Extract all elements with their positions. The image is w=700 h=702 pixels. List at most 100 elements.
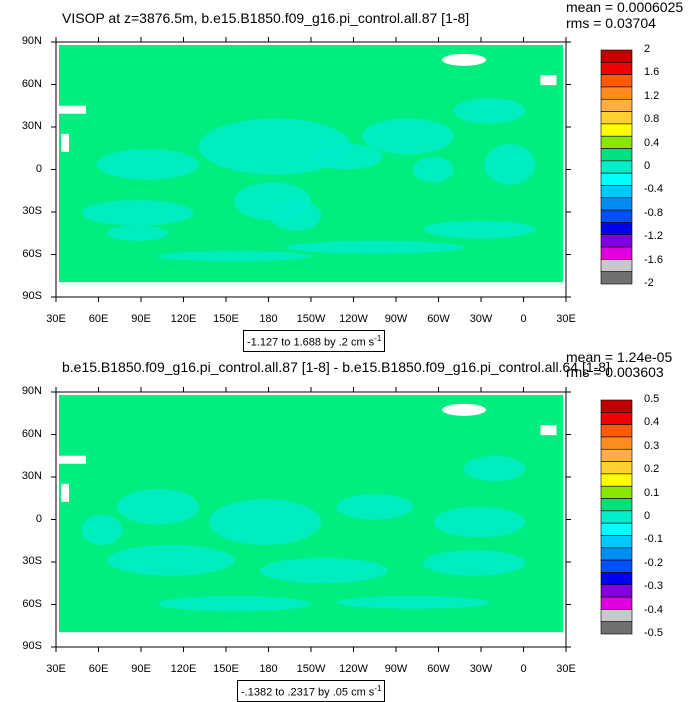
colorbar-label: 0 — [644, 160, 651, 172]
colorbar-label: -0.8 — [644, 206, 663, 219]
lat-label: 60N — [21, 77, 42, 90]
anomaly-patch — [484, 144, 536, 185]
lon-label: 150W — [296, 313, 326, 325]
lon-label: 150E — [213, 663, 239, 675]
lat-label: 90S — [22, 640, 42, 652]
lon-label: 30E — [46, 313, 66, 325]
colorbar-swatch — [600, 135, 633, 149]
lon-label: 60W — [427, 313, 450, 325]
colorbar-label: 1.2 — [644, 89, 660, 102]
lon-label: 120E — [170, 663, 197, 675]
colorbar-swatch — [600, 596, 633, 610]
colorbar-label: -1.2 — [644, 230, 663, 243]
lat-label: 0 — [35, 512, 42, 525]
land-mask-west — [58, 105, 86, 114]
colorbar-label: -0.1 — [644, 533, 663, 546]
colorbar-swatch — [600, 412, 633, 425]
map-plot-top — [51, 37, 633, 302]
contour-range-box: -.1382 to .2317 by .05 cm s-1 — [237, 680, 386, 702]
colorbar-swatch — [600, 609, 633, 622]
rms-value: rms = 0.003603 — [566, 364, 664, 380]
colorbar-swatch — [600, 461, 633, 475]
colorbar-swatch — [600, 172, 633, 186]
colorbar-swatch — [600, 209, 633, 223]
lon-label: 60E — [88, 313, 109, 325]
colorbar-swatch — [600, 74, 633, 88]
map-panel-bottom: b.e15.B1850.f09_g16.pi_control.all.87 [1… — [0, 349, 700, 702]
colorbar-swatch — [600, 222, 633, 236]
land-mask-east — [540, 425, 557, 436]
colorbar-label: -0.4 — [644, 603, 663, 616]
lon-label: 150W — [296, 663, 326, 675]
colorbar-swatch — [600, 98, 633, 112]
lat-label: 0 — [35, 162, 42, 175]
colorbar-label: 0.1 — [644, 486, 660, 499]
colorbar-label: -0.4 — [644, 183, 663, 196]
contour-range-box: -1.127 to 1.688 by .2 cm s-1 — [243, 330, 386, 352]
colorbar-swatch — [600, 49, 633, 63]
land-mask-west — [58, 455, 86, 464]
colorbar-swatch — [600, 436, 633, 450]
contour-range-text: -.1382 to .2317 by .05 cm s — [241, 686, 375, 699]
colorbar-swatch — [600, 522, 633, 536]
mean-value: mean = 0.0006025 — [566, 0, 684, 15]
lon-label: 120W — [339, 663, 368, 675]
lon-label: 30E — [556, 663, 576, 675]
lon-label: 180 — [259, 313, 278, 325]
colorbar-label: 1.6 — [644, 66, 660, 79]
lon-label: 30W — [469, 313, 493, 325]
colorbar-swatch — [600, 399, 633, 413]
anomaly-patch — [209, 499, 322, 545]
anomaly-patch — [423, 220, 536, 239]
lon-label: 30E — [556, 313, 576, 325]
lon-label: 0 — [520, 313, 527, 325]
colorbar-swatch — [600, 424, 633, 438]
unit-exponent: -1 — [374, 684, 382, 693]
anomaly-patch — [107, 545, 235, 576]
anomaly-patch — [453, 98, 526, 124]
mean-value: mean = 1.24e-05 — [566, 349, 673, 365]
colorbar-label: -0.2 — [644, 556, 663, 569]
land-mask-west-2 — [61, 133, 69, 152]
lat-label: 30N — [21, 120, 42, 132]
lat-label: 90N — [21, 35, 42, 47]
anomaly-patch — [158, 596, 311, 612]
colorbar-swatch — [600, 485, 633, 499]
colorbar-swatch — [600, 572, 633, 586]
colorbar-swatch — [600, 510, 633, 524]
map-panel-top: VISOP at z=3876.5m, b.e15.B1850.f09_g16.… — [0, 0, 700, 352]
colorbar-swatch — [600, 259, 633, 272]
anomaly-patch — [81, 514, 123, 545]
lon-label: 0 — [520, 663, 527, 675]
lon-label: 120E — [170, 313, 197, 325]
rms-value: rms = 0.03704 — [566, 15, 656, 31]
colorbar-swatch — [600, 584, 633, 598]
colorbar-label: 0.2 — [644, 463, 660, 476]
land-mask-west-2 — [61, 483, 69, 502]
anomaly-patch — [433, 506, 526, 538]
anomaly-patch — [107, 225, 169, 241]
colorbar-swatch — [600, 123, 633, 137]
lat-label: 30S — [22, 555, 42, 567]
panel-title: VISOP at z=3876.5m, b.e15.B1850.f09_g16.… — [62, 10, 470, 26]
colorbar-swatch — [600, 185, 633, 199]
caspian-mask — [442, 53, 486, 66]
colorbar-swatch — [600, 148, 633, 162]
anomaly-patch — [117, 488, 199, 525]
lat-label: 30S — [22, 205, 42, 217]
lon-label: 30E — [46, 663, 66, 675]
lat-label: 30N — [21, 470, 42, 482]
colorbar-swatch — [600, 62, 633, 75]
colorbar-label: -0.3 — [644, 580, 663, 593]
anomaly-patch — [270, 200, 322, 231]
colorbar-label: 0.8 — [644, 113, 660, 126]
lat-label: 90S — [22, 290, 42, 302]
lon-label: 90W — [384, 663, 408, 675]
lon-label: 150E — [213, 313, 239, 325]
colorbar-label: 0.4 — [644, 416, 660, 429]
lon-label: 30W — [469, 663, 493, 675]
colorbar-swatch — [600, 197, 633, 211]
anomaly-patch — [464, 455, 526, 482]
lat-label: 90N — [21, 385, 42, 397]
colorbar-swatch — [600, 234, 633, 248]
